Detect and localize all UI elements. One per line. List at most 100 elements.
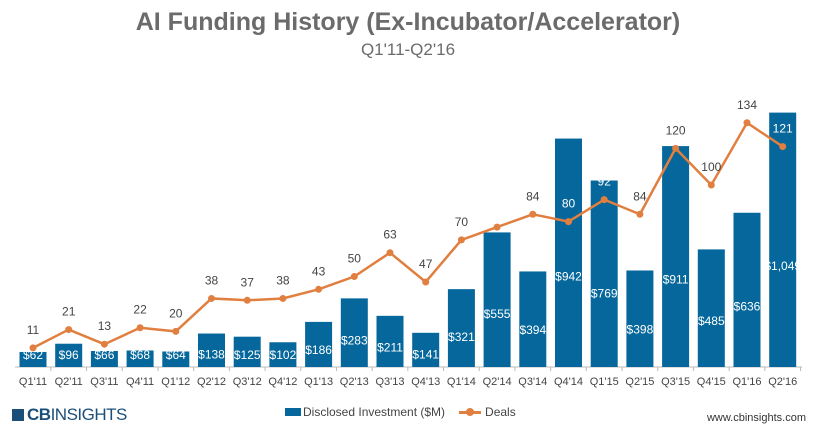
bar-value-label: $186 <box>305 343 332 357</box>
bar-value-label: $555 <box>484 307 511 321</box>
deals-value-label: 92 <box>598 175 612 189</box>
x-tick-label: Q4'13 <box>411 376 440 388</box>
x-tick-label: Q4'14 <box>554 376 583 388</box>
deals-value-label: 84 <box>633 189 647 203</box>
bar-value-label: $398 <box>627 322 654 336</box>
deals-point <box>350 273 358 280</box>
legend-investment-label: Disclosed Investment ($M) <box>303 405 446 419</box>
bar <box>233 336 261 367</box>
deals-point <box>600 196 608 204</box>
bar-value-label: $394 <box>519 323 546 337</box>
deals-point <box>243 296 251 304</box>
logo-rest: INSIGHTS <box>50 405 128 424</box>
deals-point <box>565 218 572 226</box>
plot-area: $62 Q1'11 $96 Q2'11 $66 Q3'11 $68 Q4'11 $64 Q1'12… <box>15 98 802 388</box>
bar-value-label: $283 <box>341 334 368 348</box>
x-tick-label: Q3'13 <box>375 376 404 388</box>
deals-point <box>279 294 287 302</box>
bar-value-label: $636 <box>734 299 761 313</box>
legend-deals-label: Deals <box>485 405 516 419</box>
bar-value-label: $96 <box>59 348 79 362</box>
bar-value-label: $68 <box>130 348 150 362</box>
bar <box>447 289 475 367</box>
bar <box>733 212 761 367</box>
x-tick-label: Q1'13 <box>304 376 333 388</box>
legend-line-swatch <box>459 407 482 416</box>
bar-value-label: $138 <box>198 348 225 362</box>
bar <box>590 180 618 367</box>
bar <box>519 271 547 367</box>
deals-value-label: 100 <box>701 160 721 174</box>
x-tick-label: Q3'11 <box>90 376 118 388</box>
deals-value-label: 121 <box>773 122 793 136</box>
x-tick-label: Q3'15 <box>661 376 690 388</box>
deals-point <box>707 181 715 189</box>
deals-value-label: 43 <box>312 264 326 278</box>
deals-point <box>65 326 73 334</box>
bar <box>19 351 47 367</box>
x-tick-label: Q1'12 <box>161 376 190 388</box>
deals-value-label: 50 <box>348 252 362 266</box>
x-tick-label: Q3'12 <box>233 376 262 388</box>
deals-value-label: 22 <box>133 303 147 317</box>
bar-value-label: $485 <box>698 314 725 328</box>
x-tick-label: Q4'15 <box>697 376 726 388</box>
deals-value-label: 37 <box>241 275 255 289</box>
deals-value-label: 134 <box>737 98 757 112</box>
x-tick-label: Q2'14 <box>483 376 512 388</box>
bar <box>555 138 582 367</box>
bar-value-label: $1,049 <box>764 259 801 273</box>
deals-point <box>529 210 537 218</box>
bar-value-label: $769 <box>591 286 618 300</box>
x-tick-label: Q4'11 <box>126 376 154 388</box>
deals-point <box>136 324 144 332</box>
x-tick-label: Q2'16 <box>768 376 797 388</box>
bar-value-label: $211 <box>377 341 403 355</box>
deals-point <box>172 327 180 335</box>
bar-value-label: $64 <box>166 348 186 362</box>
bar <box>90 350 118 367</box>
chart-subtitle: Q1'11-Q2'16 <box>360 40 456 59</box>
bar <box>376 315 404 367</box>
deals-point <box>386 249 394 257</box>
deals-point <box>100 340 108 348</box>
deals-value-label: 84 <box>526 189 540 203</box>
deals-value-label: 120 <box>666 123 686 137</box>
bar <box>55 343 83 367</box>
deals-point <box>779 143 787 151</box>
deals-value-label: 47 <box>419 257 433 271</box>
deals-value-label: 13 <box>98 319 112 333</box>
bar <box>697 249 725 367</box>
bar <box>198 333 225 367</box>
bar <box>162 351 190 367</box>
logo-mark-icon <box>12 409 24 421</box>
bar <box>662 146 690 367</box>
bar <box>769 112 797 368</box>
deals-value-label: 80 <box>562 197 576 211</box>
x-tick-label: Q2'11 <box>55 376 83 388</box>
bar-value-label: $141 <box>412 347 439 361</box>
cbinsights-logo: CBINSIGHTS <box>12 405 127 425</box>
deals-value-label: 63 <box>383 228 397 242</box>
deals-point <box>493 223 501 231</box>
deals-value-label: 38 <box>276 273 290 287</box>
deals-line <box>32 120 784 349</box>
bar <box>626 270 654 367</box>
x-tick-label: Q4'12 <box>268 376 297 388</box>
bar <box>340 298 368 367</box>
deals-value-label: 20 <box>169 306 183 320</box>
deals-value-label: 11 <box>27 323 40 337</box>
bar <box>269 342 297 367</box>
x-tick-label: Q1'15 <box>590 376 619 388</box>
x-tick-label: Q2'13 <box>340 376 369 388</box>
deals-point <box>315 285 323 293</box>
deals-value-label: 38 <box>205 273 219 287</box>
x-tick-label: Q2'15 <box>625 376 654 388</box>
bar <box>305 321 333 367</box>
deals-point <box>457 236 465 244</box>
deals-point <box>422 278 430 286</box>
deals-point <box>672 144 680 152</box>
x-tick-label: Q3'14 <box>518 376 547 388</box>
logo-bold: CB <box>27 405 51 424</box>
